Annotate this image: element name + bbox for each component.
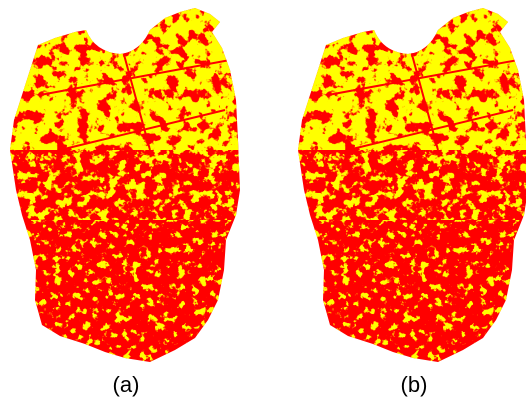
panel-label: (b) xyxy=(401,372,428,397)
panel-label: (a) xyxy=(113,372,140,397)
map-a xyxy=(0,0,250,370)
map-b xyxy=(288,0,526,370)
